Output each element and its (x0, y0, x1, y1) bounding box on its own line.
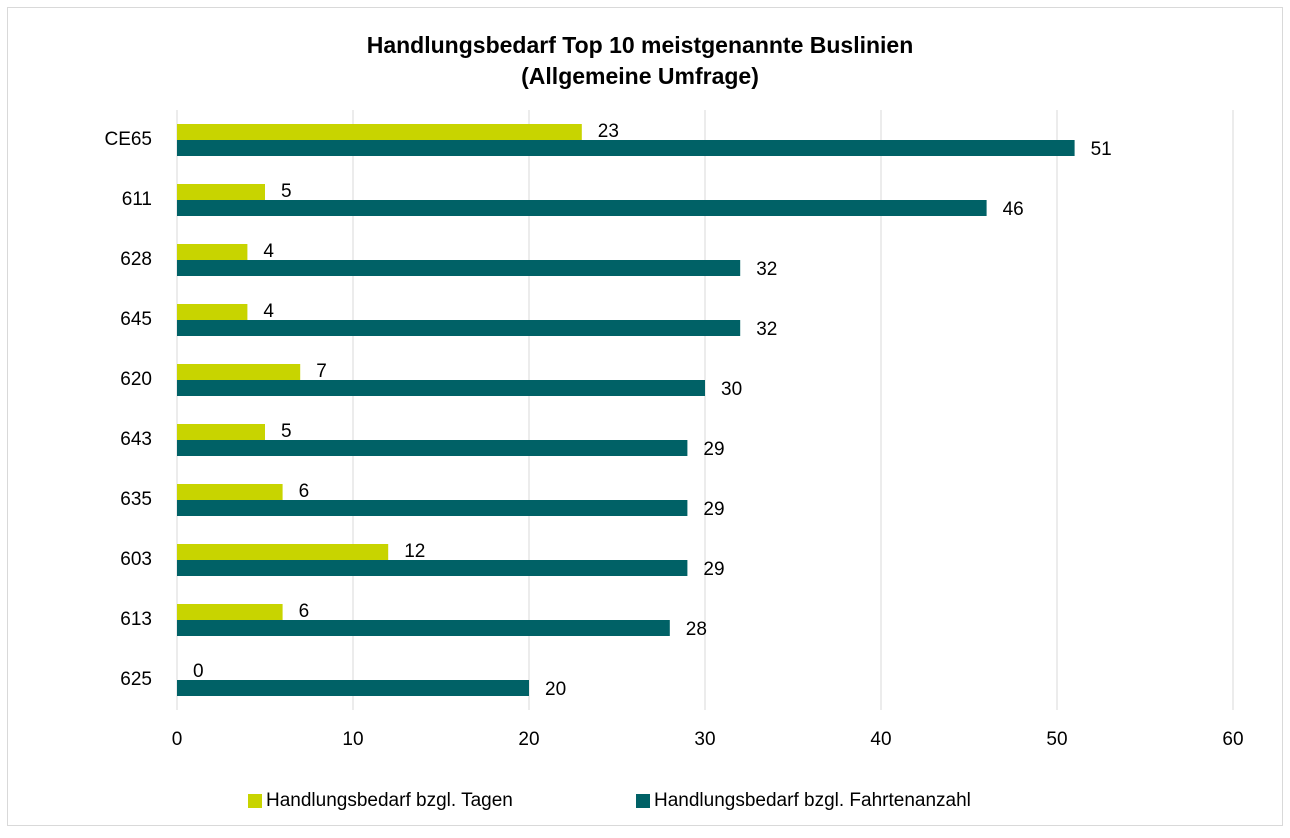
x-tick-label: 20 (518, 729, 539, 750)
data-label: 0 (193, 661, 204, 682)
bar (177, 320, 741, 336)
legend-label: Handlungsbedarf bzgl. Tagen (266, 790, 513, 811)
data-label: 28 (686, 619, 707, 640)
bar (177, 544, 389, 560)
bar (177, 124, 582, 140)
bar (177, 440, 688, 456)
y-tick-label: 635 (120, 489, 152, 510)
y-tick-label: 611 (122, 189, 152, 210)
data-label: 5 (281, 181, 292, 202)
data-label: 46 (1003, 199, 1024, 220)
bar (177, 260, 741, 276)
y-tick-label: 613 (120, 609, 152, 630)
x-tick-label: 0 (172, 729, 183, 750)
y-tick-label: 643 (120, 429, 152, 450)
y-tick-label: CE65 (104, 129, 152, 150)
data-label: 29 (703, 559, 724, 580)
data-label: 5 (281, 421, 292, 442)
bar (177, 484, 283, 500)
bar (177, 184, 265, 200)
data-label: 6 (299, 601, 310, 622)
bar (177, 560, 688, 576)
data-label: 20 (545, 679, 566, 700)
x-tick-label: 30 (694, 729, 715, 750)
y-tick-label: 625 (120, 669, 152, 690)
x-tick-label: 60 (1222, 729, 1243, 750)
y-tick-label: 603 (120, 549, 152, 570)
data-label: 7 (316, 361, 327, 382)
bar (177, 680, 529, 696)
data-label: 4 (263, 301, 274, 322)
legend-swatch (636, 794, 650, 808)
x-tick-label: 40 (870, 729, 891, 750)
bar (177, 140, 1075, 156)
bar (177, 200, 987, 216)
y-tick-label: 620 (120, 369, 152, 390)
chart-subtitle: (Allgemeine Umfrage) (521, 63, 759, 89)
data-label: 30 (721, 379, 742, 400)
x-tick-label: 50 (1046, 729, 1067, 750)
y-tick-label: 628 (120, 249, 152, 270)
bar (177, 620, 670, 636)
data-label: 12 (404, 541, 425, 562)
y-tick-label: 645 (120, 309, 152, 330)
chart-title: Handlungsbedarf Top 10 meistgenannte Bus… (367, 32, 914, 58)
data-label: 32 (756, 259, 777, 280)
data-label: 6 (299, 481, 310, 502)
x-tick-label: 10 (342, 729, 363, 750)
data-label: 32 (756, 319, 777, 340)
bar (177, 604, 283, 620)
bar (177, 244, 248, 260)
data-label: 4 (263, 241, 274, 262)
bar (177, 500, 688, 516)
bar (177, 304, 248, 320)
data-label: 51 (1091, 139, 1112, 160)
bar (177, 380, 705, 396)
data-label: 23 (598, 121, 619, 142)
data-label: 29 (703, 499, 724, 520)
legend-swatch (248, 794, 262, 808)
legend-label: Handlungsbedarf bzgl. Fahrtenanzahl (654, 790, 971, 811)
data-label: 29 (703, 439, 724, 460)
bar (177, 364, 301, 380)
bar (177, 424, 265, 440)
